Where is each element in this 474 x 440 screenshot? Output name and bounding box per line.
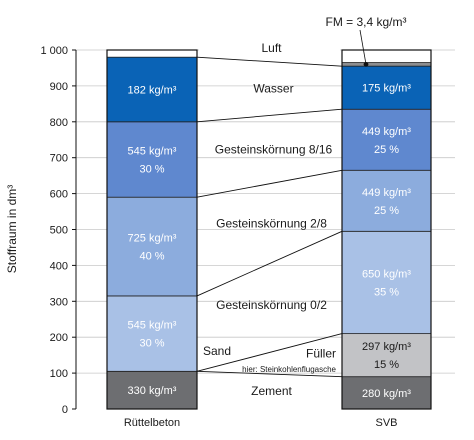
- y-tick-label: 600: [50, 189, 68, 201]
- bar-segment-sand: [106, 295, 198, 372]
- bar-outline: [341, 49, 432, 410]
- segment-percent-label: 40 %: [139, 251, 164, 263]
- component-label-sand-short: Sand: [203, 344, 231, 358]
- fm-pointer-dot: [363, 61, 369, 67]
- bar-segment-fueller: [341, 333, 432, 378]
- segment-percent-label: 30 %: [139, 338, 164, 350]
- segment-percent-label: 15 %: [374, 359, 399, 371]
- bar-segment-luft: [341, 49, 432, 63]
- segment-mass-label: 280 kg/m³: [362, 388, 411, 400]
- segment-mass-label: 725 kg/m³: [128, 233, 177, 245]
- category-label: Rüttelbeton: [124, 417, 180, 429]
- segment-percent-label: 25 %: [374, 144, 399, 156]
- segment-mass-label: 650 kg/m³: [362, 268, 411, 280]
- y-tick-label: 700: [50, 153, 68, 165]
- segment-mass-label: 449 kg/m³: [362, 187, 411, 199]
- bar-segment-k28: [341, 169, 432, 232]
- bar-segment-k28: [106, 196, 198, 297]
- connector-lines: [196, 44, 343, 378]
- component-label-wasser: Wasser: [253, 82, 293, 96]
- segment-mass-label: 545 kg/m³: [128, 320, 177, 332]
- fm-pointer-line: [359, 29, 367, 65]
- bars: [106, 49, 432, 410]
- y-tick-label: 500: [50, 225, 68, 237]
- luft-label-background: [199, 44, 340, 53]
- labels: 330 kg/m³ 545 kg/m³ 30 % 725 kg/m³ 40 % 545 k…: [124, 15, 411, 429]
- component-label-sand: Gesteinskörnung 0/2: [216, 298, 327, 312]
- connector-line: [196, 333, 343, 372]
- segment-percent-label: 25 %: [374, 205, 399, 217]
- fm-annotation: FM = 3,4 kg/m³: [325, 15, 406, 29]
- y-tick-label: 1 000: [40, 45, 68, 57]
- bar-segment-luft: [106, 49, 198, 58]
- segment-percent-label: 30 %: [139, 163, 164, 175]
- component-label-fueller: Füller: [306, 346, 336, 360]
- y-axis-title: Stoffraum in dm³: [5, 185, 19, 273]
- segment-mass-label: 175 kg/m³: [362, 83, 411, 95]
- connector-line: [196, 169, 343, 198]
- segment-percent-label: 35 %: [374, 286, 399, 298]
- y-tick-label: 900: [50, 81, 68, 93]
- y-axis: 0 100 200 300 400 500 600 700 800 900 1 000 Stoffra…: [5, 45, 77, 416]
- y-tick-label: 300: [50, 296, 68, 308]
- segment-mass-label: 330 kg/m³: [128, 385, 177, 397]
- bar-segment-fm: [341, 62, 432, 67]
- segment-mass-label: 545 kg/m³: [128, 145, 177, 157]
- component-label-k816: Gesteinskörnung 8/16: [215, 143, 333, 157]
- segment-mass-label: 449 kg/m³: [362, 126, 411, 138]
- bar-segment-sand: [341, 230, 432, 335]
- bar-outline: [106, 49, 198, 410]
- y-tick-label: 0: [62, 404, 68, 416]
- bar-segment-k816: [341, 108, 432, 171]
- y-tick-label: 400: [50, 260, 68, 272]
- y-tick-label: 200: [50, 332, 68, 344]
- y-tick-label: 800: [50, 117, 68, 129]
- component-sublabel-fueller: hier: Steinkohlenflugasche: [242, 365, 336, 374]
- category-label: SVB: [375, 417, 397, 429]
- y-tick-label: 100: [50, 368, 68, 380]
- component-label-k28: Gesteinskörnung 2/8: [216, 217, 327, 231]
- segment-mass-label: 182 kg/m³: [128, 84, 177, 96]
- connector-line: [196, 370, 343, 378]
- segment-mass-label: 297 kg/m³: [362, 341, 411, 353]
- connector-line: [196, 108, 343, 123]
- connector-line: [196, 56, 343, 67]
- component-label-zement: Zement: [251, 384, 292, 398]
- connector-line: [196, 230, 343, 297]
- component-label-luft: Luft: [261, 41, 282, 55]
- bar-segment-k816: [106, 121, 198, 198]
